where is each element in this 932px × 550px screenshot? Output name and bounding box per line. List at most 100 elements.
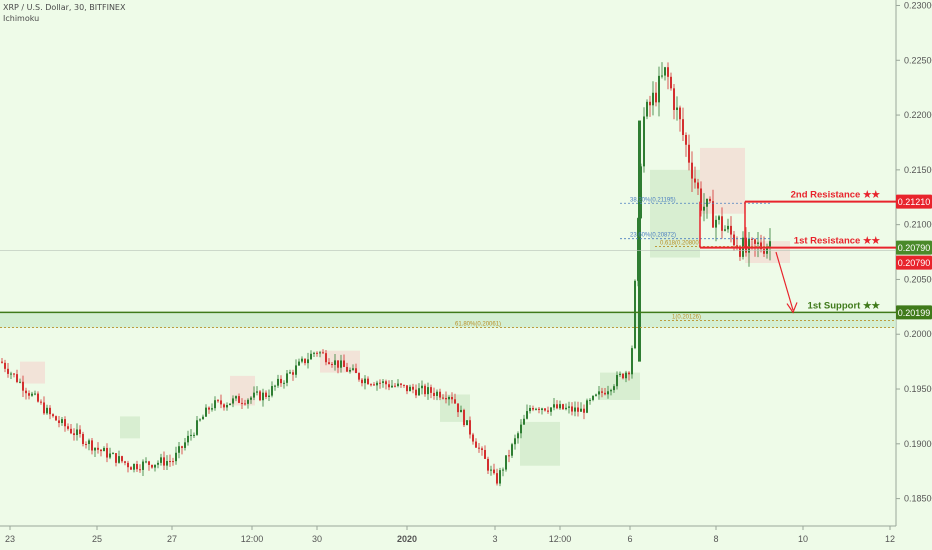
candle-body	[454, 399, 456, 404]
candle-body	[85, 444, 87, 446]
candle-body	[427, 387, 429, 395]
candle-body	[448, 397, 450, 400]
candle-body	[13, 373, 15, 375]
candle-body	[103, 447, 105, 452]
candle-body	[757, 242, 759, 244]
candle-body	[127, 462, 129, 468]
candle-body	[271, 386, 273, 396]
candle-body	[22, 381, 24, 391]
candle-body	[301, 358, 303, 362]
candle-body	[526, 411, 528, 419]
price-tag-1st-support: 0.20199	[898, 308, 931, 318]
candle-body	[223, 404, 225, 408]
symbol-title: XRP / U.S. Dollar, 30, BITFINEX	[3, 3, 126, 12]
candle-body	[37, 393, 39, 402]
level-name-label: 2nd Resistance ★★	[791, 190, 881, 201]
candle-body	[364, 378, 366, 384]
candle-body	[430, 387, 432, 393]
price-tag-1st-resistance-bg	[896, 255, 932, 270]
candle-body	[400, 383, 402, 385]
candle-body	[535, 408, 537, 410]
candle-body	[178, 446, 180, 453]
candle-body	[160, 457, 162, 463]
candle-body	[748, 238, 750, 253]
candle-body	[58, 420, 60, 423]
candle-body	[403, 384, 405, 386]
ichimoku-cloud	[600, 372, 640, 400]
candle-body	[196, 420, 198, 435]
candle-body	[247, 399, 249, 404]
candle-body	[418, 388, 420, 396]
candle-body	[199, 419, 201, 421]
candle-body	[718, 216, 720, 220]
candle-body	[505, 455, 507, 470]
candle-body	[76, 429, 78, 436]
candle-body	[331, 364, 333, 366]
candle-body	[172, 461, 174, 463]
ichimoku-cloud	[20, 361, 45, 384]
candle-body	[475, 441, 477, 448]
candle-body	[220, 400, 222, 405]
candle-body	[586, 400, 588, 413]
fib-level-label: 0.618(0.20800)	[660, 241, 701, 247]
candle-body	[370, 384, 372, 386]
candle-body	[121, 456, 123, 462]
candle-body	[595, 394, 597, 396]
candle-body	[70, 428, 72, 434]
candle-body	[277, 378, 279, 386]
candle-body	[268, 395, 270, 397]
candle-body	[445, 397, 447, 400]
candle-body	[688, 144, 690, 163]
candle-body	[709, 198, 711, 202]
candle-body	[82, 433, 84, 445]
candle-body	[313, 352, 315, 354]
candle-body	[379, 382, 381, 384]
level-name-label: 1st Resistance ★★	[794, 236, 881, 247]
candle-body	[661, 75, 663, 77]
candle-body	[274, 385, 276, 387]
candle-body	[409, 386, 411, 392]
candle-body	[235, 396, 237, 399]
candle-body	[706, 198, 708, 207]
candle-body	[496, 473, 498, 484]
indicator-label[interactable]: Ichimoku	[3, 14, 40, 23]
candle-body	[682, 119, 684, 135]
candle-body	[421, 385, 423, 389]
candle-body	[154, 464, 156, 468]
candle-body	[259, 391, 261, 401]
candle-body	[163, 457, 165, 466]
candle-body	[322, 352, 324, 354]
candle-body	[244, 403, 246, 405]
candle-body	[232, 398, 234, 404]
candle-body	[64, 419, 66, 427]
candle-body	[7, 368, 9, 374]
candle-body	[703, 206, 705, 211]
candle-body	[361, 379, 363, 384]
candle-body	[388, 384, 390, 388]
candle-body	[283, 382, 285, 384]
candle-body	[760, 242, 762, 250]
candle-body	[205, 407, 207, 417]
candle-body	[451, 397, 453, 400]
candle-body	[538, 408, 540, 410]
candle-body	[625, 372, 627, 379]
candle-body	[106, 447, 108, 458]
candle-body	[610, 390, 612, 392]
candle-body	[175, 452, 177, 462]
candle-body	[214, 400, 216, 409]
candle-body	[490, 469, 492, 471]
candle-body	[43, 402, 45, 414]
candle-body	[136, 463, 138, 470]
candle-body	[88, 440, 90, 445]
candle-body	[190, 434, 192, 436]
candle-body	[724, 229, 726, 231]
candle-body	[628, 372, 630, 375]
candle-body	[634, 280, 636, 349]
candle-body	[730, 225, 732, 235]
candle-body	[115, 453, 117, 463]
candle-body	[508, 455, 510, 457]
